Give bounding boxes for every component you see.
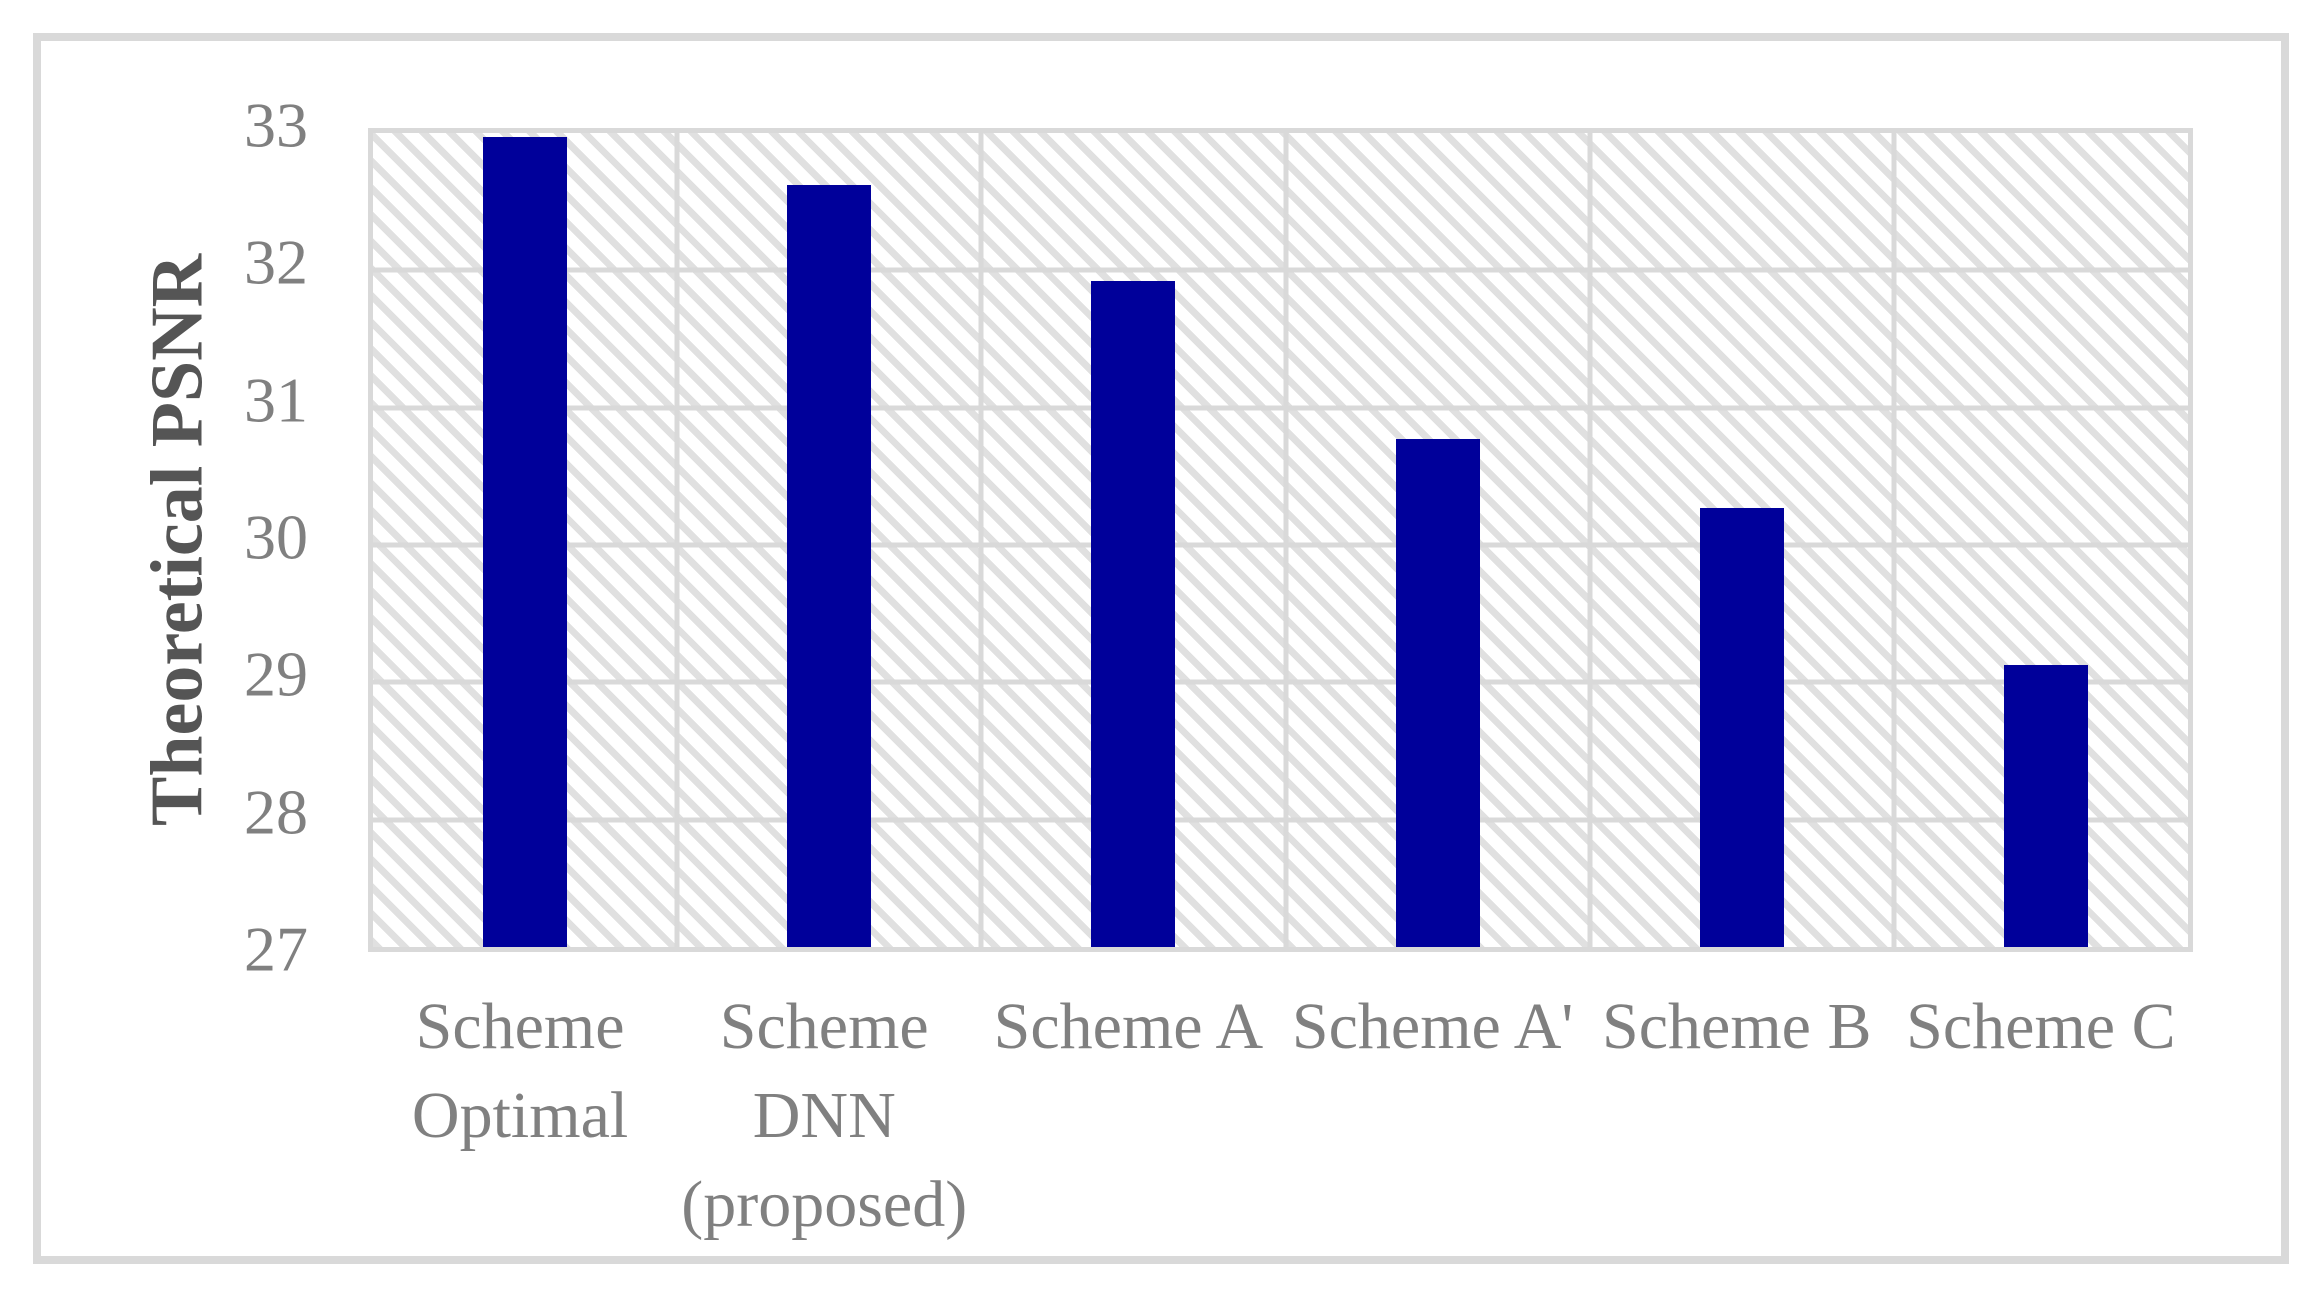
bar-scheme-a [1091,280,1176,947]
y-tick-label-31: 31 [244,364,308,436]
bar-scheme-c [2003,665,2088,947]
figure-border [33,33,2289,1264]
bar-scheme-a-prime [1395,438,1480,947]
x-category-label-scheme-dnn-proposed: Scheme DNN (proposed) [681,990,968,1242]
bar-scheme-b [1699,507,1784,947]
bar-scheme-dnn-proposed [787,184,872,947]
y-tick-label-32: 32 [244,226,308,298]
gridline-h-29 [373,679,2188,685]
y-tick-label-33: 33 [244,89,308,161]
x-category-label-scheme-a: Scheme A [993,990,1264,1063]
y-tick-label-28: 28 [244,776,308,848]
gridline-h-30 [373,542,2188,548]
y-tick-label-30: 30 [244,501,308,573]
gridline-v-5 [1891,133,1897,947]
x-category-label-scheme-a-prime: Scheme A' [1291,990,1574,1063]
x-category-label-scheme-b: Scheme B [1602,990,1872,1063]
gridline-h-28 [373,817,2188,823]
gridline-v-1 [674,133,680,947]
bar-scheme-optimal [483,136,568,947]
x-category-label-scheme-optimal: Scheme Optimal [411,990,629,1153]
gridline-v-2 [978,133,984,947]
gridline-h-31 [373,405,2188,411]
gridline-h-32 [373,267,2188,273]
y-tick-label-29: 29 [244,638,308,710]
y-tick-label-27: 27 [244,913,308,985]
gridline-v-4 [1587,133,1593,947]
x-category-label-scheme-c: Scheme C [1906,990,2176,1063]
plot-area [368,128,2193,952]
gridline-v-3 [1283,133,1288,947]
